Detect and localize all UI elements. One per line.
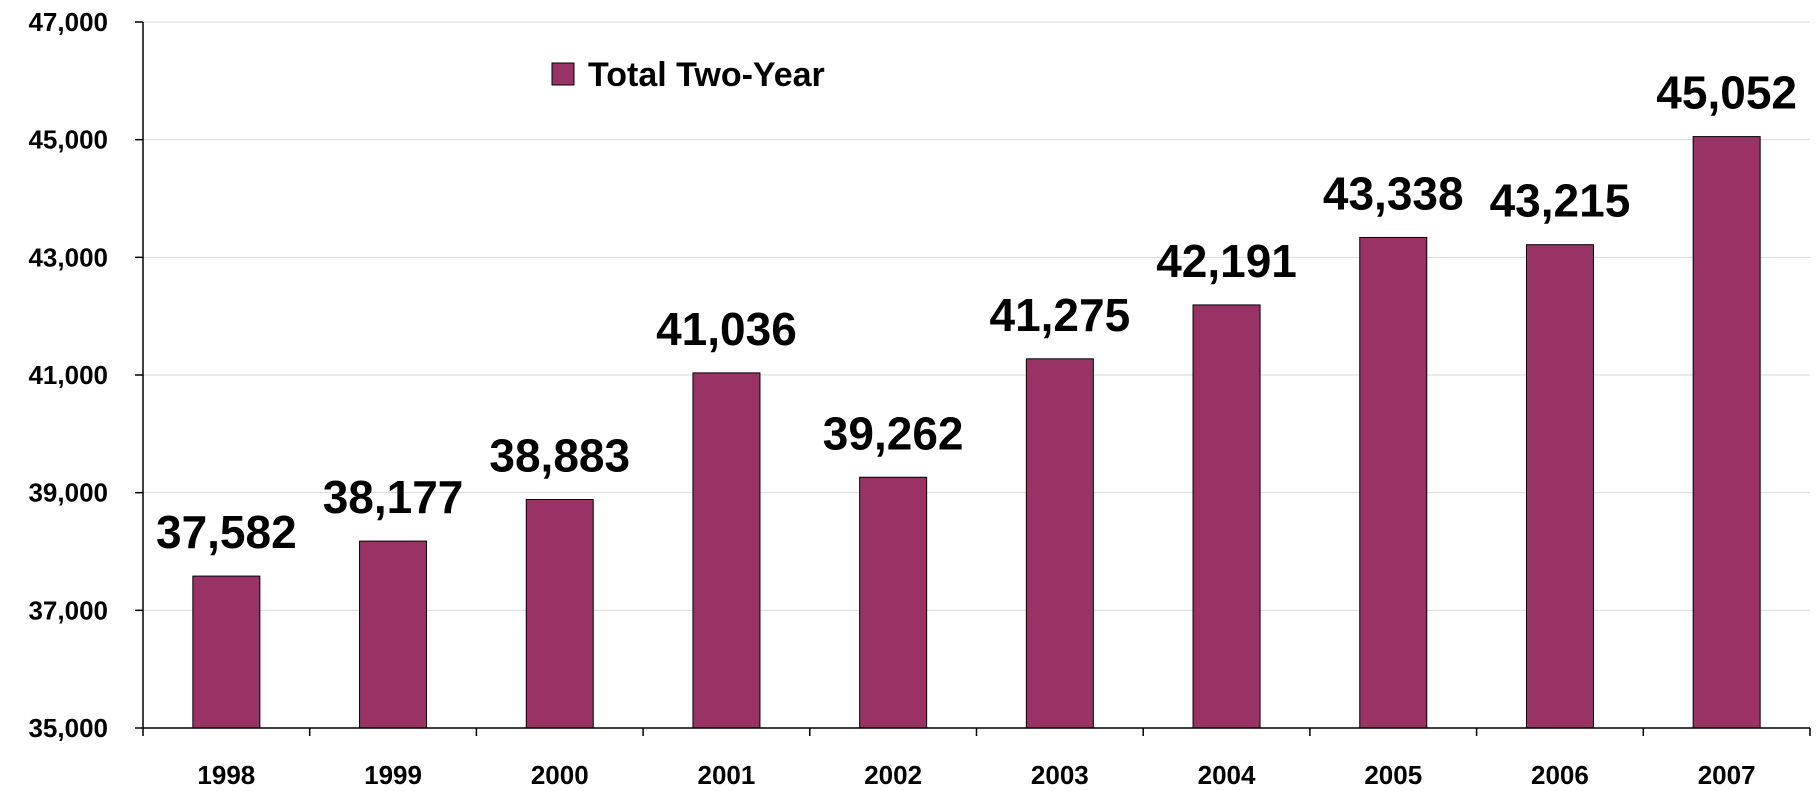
data-label-2003: 41,275 (989, 289, 1130, 341)
axes: 35,000 37,000 39,000 41,000 43,000 45,000 47,0… (28, 7, 1811, 790)
data-label-2001: 41,036 (656, 303, 797, 355)
bar-2001 (692, 372, 761, 729)
y-tick-label: 47,000 (28, 7, 108, 37)
bar-2007 (1692, 136, 1761, 729)
data-label-2000: 38,883 (489, 430, 630, 482)
bar-2000 (525, 499, 594, 729)
y-tick-label: 43,000 (28, 242, 108, 272)
bar-1999 (359, 540, 428, 729)
data-label-2007: 45,052 (1656, 67, 1797, 119)
x-tick-label-2001: 2001 (698, 760, 756, 790)
x-tick-label-2007: 2007 (1698, 760, 1756, 790)
bars (192, 136, 1761, 729)
bar-2005 (1359, 236, 1428, 729)
data-label-1998: 37,582 (156, 506, 297, 558)
x-tick-label-1999: 1999 (364, 760, 422, 790)
data-labels: 37,582 38,177 38,883 41,036 39,262 41,275 42,1… (156, 67, 1797, 558)
x-tick-label-2003: 2003 (1031, 760, 1089, 790)
data-label-2004: 42,191 (1156, 235, 1297, 287)
legend-swatch (551, 62, 575, 86)
x-tick-label-1998: 1998 (197, 760, 255, 790)
bar-2002 (859, 476, 928, 729)
data-label-2005: 43,338 (1323, 167, 1464, 219)
data-label-1999: 38,177 (323, 471, 464, 523)
legend: Total Two-Year (551, 56, 825, 94)
y-tick-label: 35,000 (28, 713, 108, 743)
x-tick-label-2004: 2004 (1198, 760, 1256, 790)
x-tick-label-2006: 2006 (1531, 760, 1589, 790)
bar-2006 (1525, 244, 1594, 729)
x-tick-label-2000: 2000 (531, 760, 589, 790)
x-tick-label-2002: 2002 (864, 760, 922, 790)
y-tick-label: 39,000 (28, 478, 108, 508)
y-tick-label: 41,000 (28, 360, 108, 390)
y-tick-label: 45,000 (28, 125, 108, 155)
bar-2004 (1192, 304, 1261, 729)
bar-1998 (192, 575, 261, 729)
legend-label: Total Two-Year (588, 56, 825, 94)
x-tick-label-2005: 2005 (1364, 760, 1422, 790)
data-label-2002: 39,262 (823, 407, 964, 459)
bar-2003 (1025, 358, 1094, 729)
data-label-2006: 43,215 (1490, 175, 1631, 227)
y-tick-label: 37,000 (28, 595, 108, 625)
